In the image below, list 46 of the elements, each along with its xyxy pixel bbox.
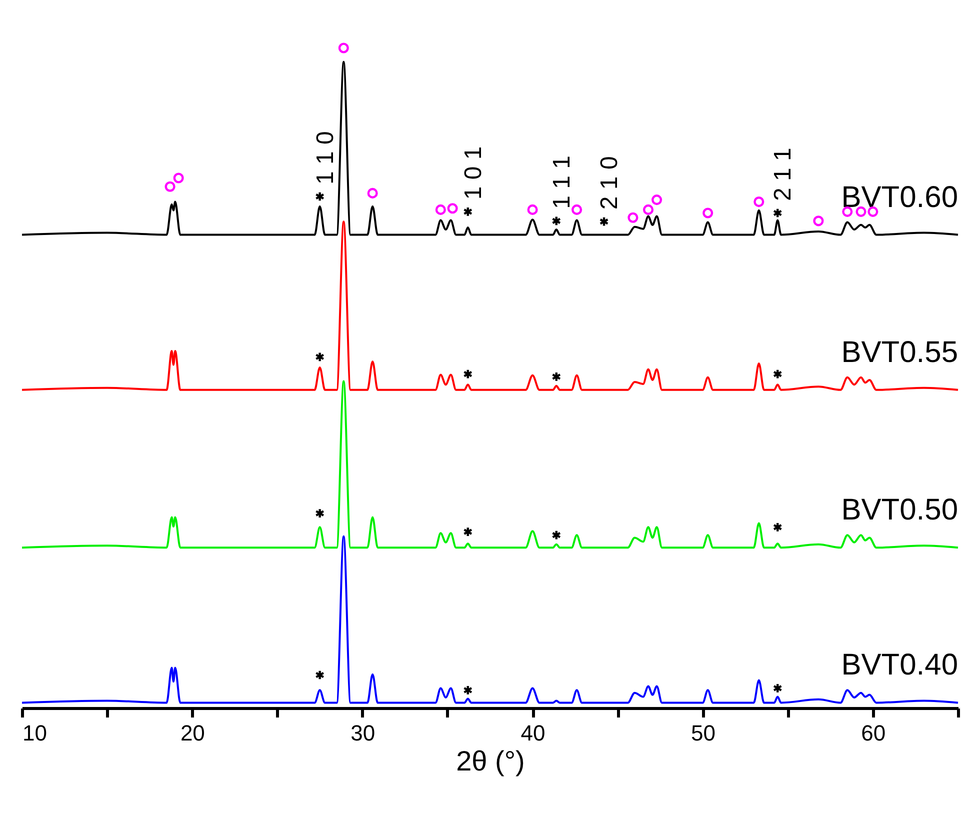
point [315, 670, 325, 680]
point [772, 522, 782, 532]
x-tick-label: 60 [861, 720, 886, 746]
point [315, 352, 325, 362]
annotation: 2 1 0 [596, 156, 624, 210]
x-tick-label: 50 [690, 720, 716, 746]
x-tick-label: 20 [180, 720, 205, 746]
annotation: 1 0 1 [460, 146, 487, 200]
point [164, 181, 176, 192]
series-label: BVT0.40 [841, 648, 958, 682]
point [599, 216, 609, 227]
point [435, 204, 446, 215]
annotation: 1 1 1 [548, 156, 576, 209]
x-tick-label: 30 [350, 720, 376, 746]
annotation: 1 1 0 [312, 131, 339, 184]
point [527, 204, 538, 215]
point [463, 526, 473, 538]
x-axis-title: 2θ (°) [456, 746, 525, 776]
point [772, 368, 782, 380]
point [552, 530, 562, 540]
point [463, 368, 473, 380]
point [315, 191, 325, 202]
point [315, 508, 325, 519]
point [642, 204, 654, 215]
point [338, 42, 349, 54]
point [651, 194, 662, 206]
point [447, 203, 458, 214]
series-label: BVT0.60 [841, 180, 958, 214]
point [463, 206, 473, 217]
point [772, 208, 782, 218]
point [772, 682, 782, 694]
series-label: BVT0.50 [841, 494, 958, 527]
point [628, 212, 638, 223]
point [552, 216, 562, 226]
x-tick-label: 10 [22, 720, 47, 746]
point [754, 196, 764, 208]
point [173, 172, 184, 184]
point [572, 204, 582, 215]
point [813, 216, 824, 226]
point [463, 684, 473, 696]
point [702, 208, 714, 218]
point [367, 188, 378, 198]
x-tick-label: 40 [520, 720, 546, 746]
series-label: BVT0.55 [841, 336, 958, 369]
annotation: 2 1 1 [770, 148, 797, 201]
point [552, 371, 562, 382]
